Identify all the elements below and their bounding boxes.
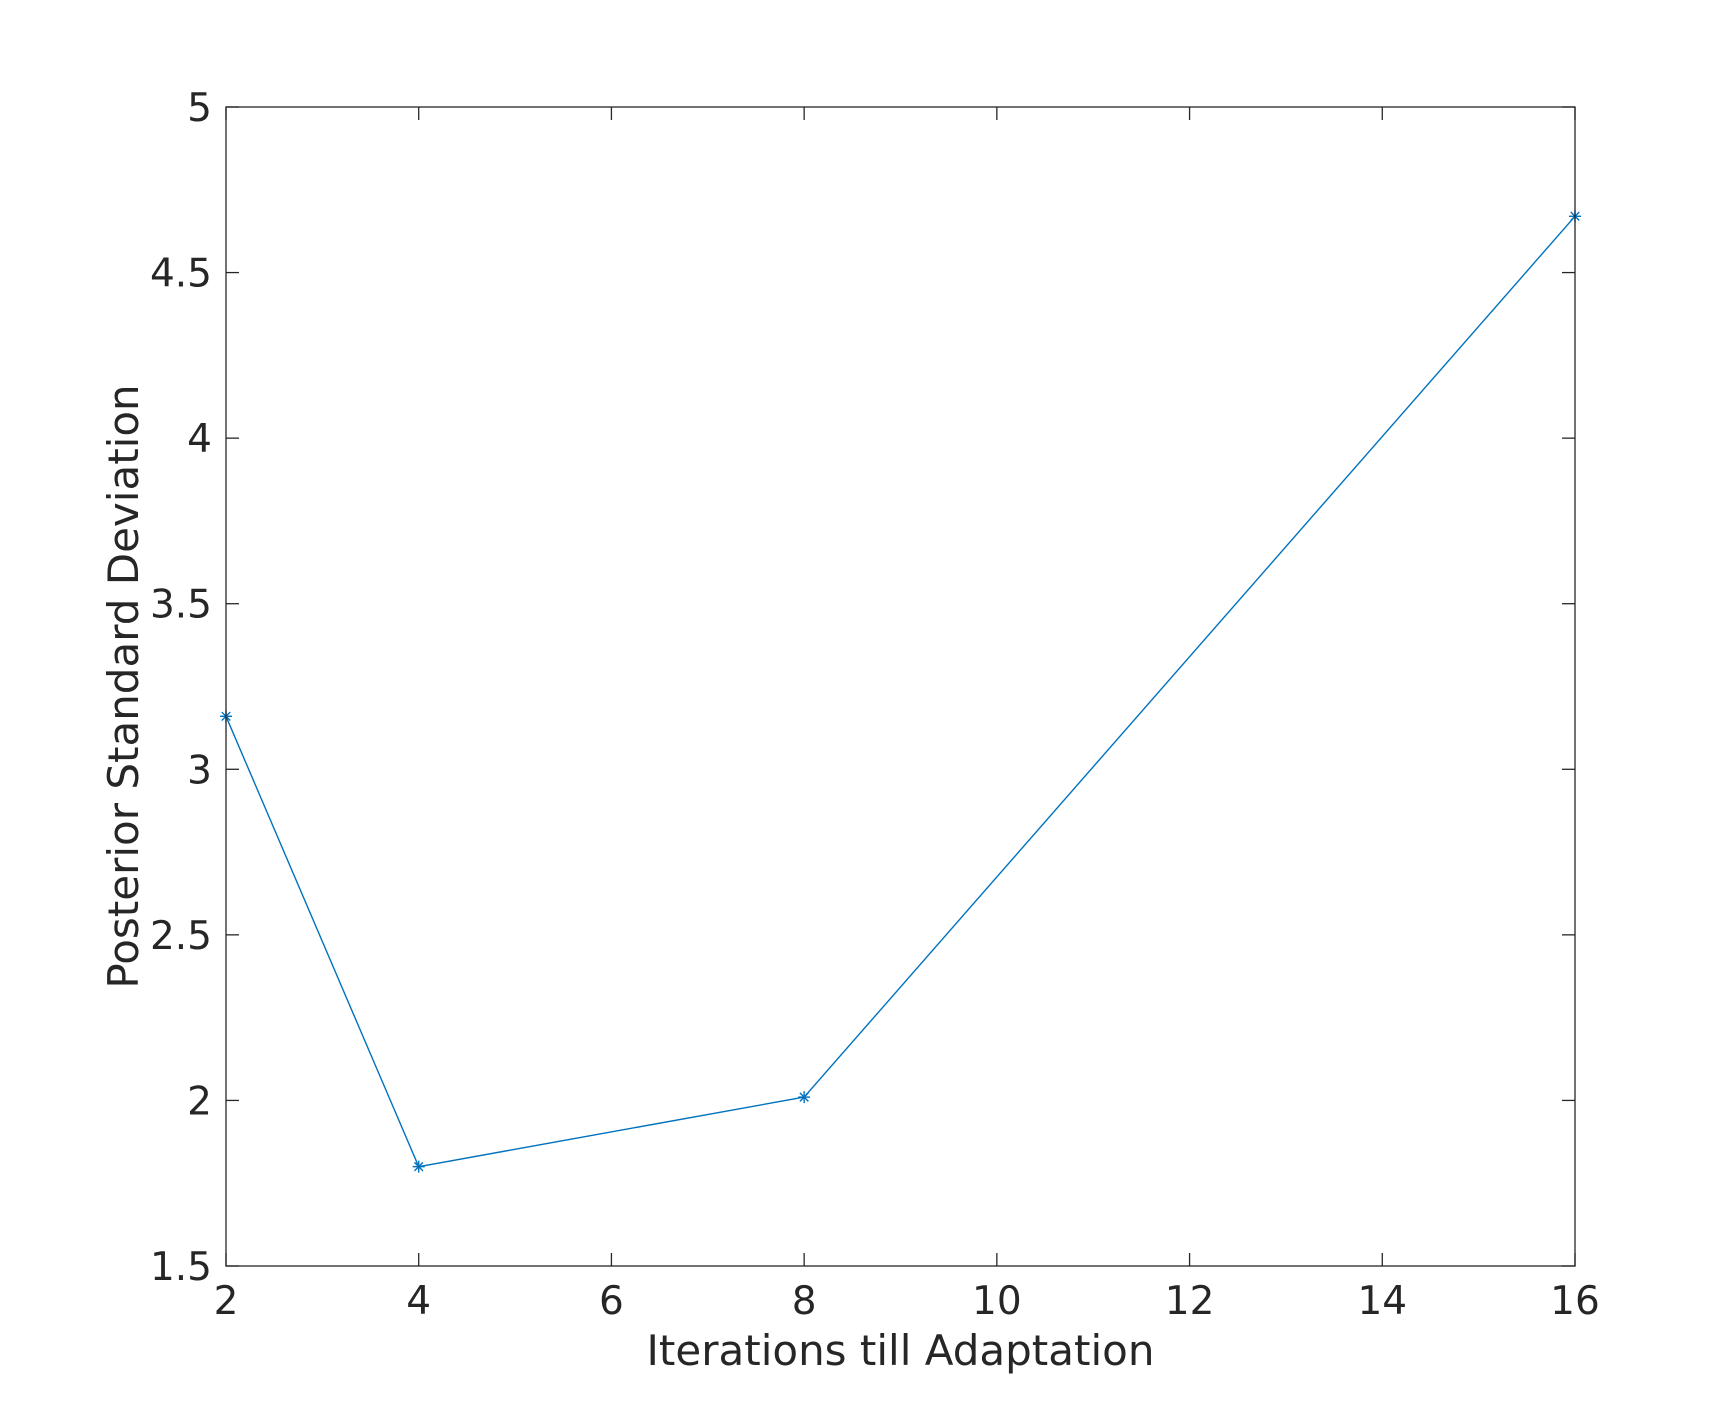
axes-box (225, 106, 1576, 1267)
x-tick-label: 12 (1165, 1279, 1215, 1324)
tick-layer: 2 4 6 8 10 12 14 161.522.533.544.55 (150, 86, 1600, 1324)
y-tick-label: 4.5 (150, 252, 212, 297)
y-tick-label: 3 (187, 748, 212, 793)
y-tick-label: 3.5 (150, 583, 212, 628)
x-tick-label: 4 (406, 1279, 431, 1324)
y-tick-label: 5 (187, 86, 212, 131)
y-tick-label: 2.5 (150, 914, 212, 959)
x-tick-label: 6 (599, 1279, 624, 1324)
x-tick-label: 14 (1357, 1279, 1407, 1324)
x-tick-label: 8 (792, 1279, 817, 1324)
data-point-marker (412, 1160, 425, 1173)
x-tick-label: 2 (214, 1279, 239, 1324)
y-tick-label: 2 (187, 1079, 212, 1124)
y-tick-label: 1.5 (150, 1245, 212, 1290)
y-axis-title: Posterior Standard Deviation (99, 384, 148, 988)
x-tick-label: 10 (972, 1279, 1022, 1324)
x-tick-label: 16 (1550, 1279, 1600, 1324)
plot-area (226, 107, 1575, 1266)
x-axis-title: Iterations till Adaptation (647, 1326, 1155, 1375)
series-line (225, 215, 1576, 1168)
y-tick-label: 4 (187, 417, 212, 462)
data-point-marker (798, 1091, 811, 1104)
